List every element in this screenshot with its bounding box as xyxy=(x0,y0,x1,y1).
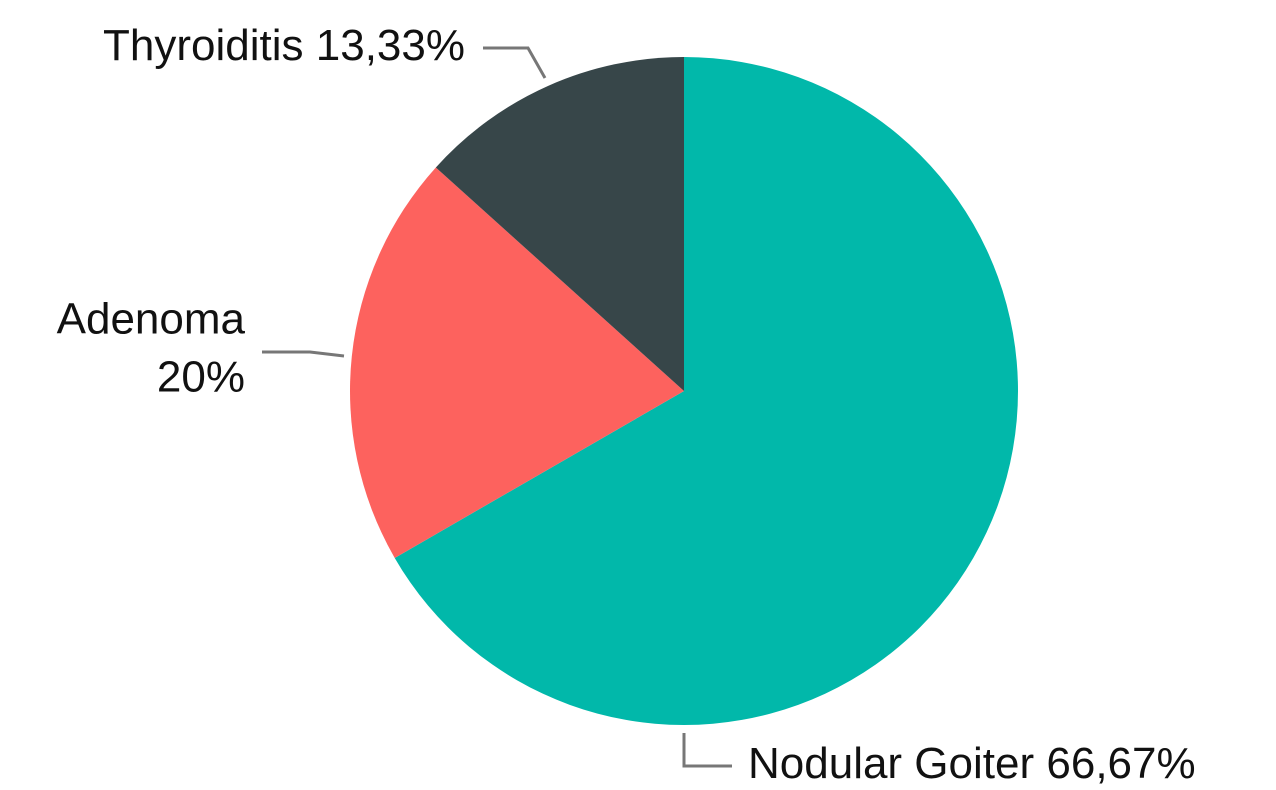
leader-line xyxy=(682,733,732,768)
value-label: 66,67% xyxy=(1046,739,1195,788)
slice-label: Thyroiditis 13,33% xyxy=(103,21,465,70)
value-label: 13,33% xyxy=(316,21,465,70)
leader-line xyxy=(483,46,547,79)
slice-label: Nodular Goiter 66,67% xyxy=(748,739,1196,788)
category-label: Nodular Goiter xyxy=(748,739,1034,788)
leader-line xyxy=(262,350,345,358)
pie-slice xyxy=(435,57,684,391)
category-label: Thyroiditis xyxy=(103,21,304,70)
pie xyxy=(350,57,1019,725)
pie-slice xyxy=(350,167,684,558)
value-label: 20% xyxy=(157,353,245,402)
pie-slice xyxy=(394,57,1019,725)
category-label: Adenoma xyxy=(57,295,246,344)
